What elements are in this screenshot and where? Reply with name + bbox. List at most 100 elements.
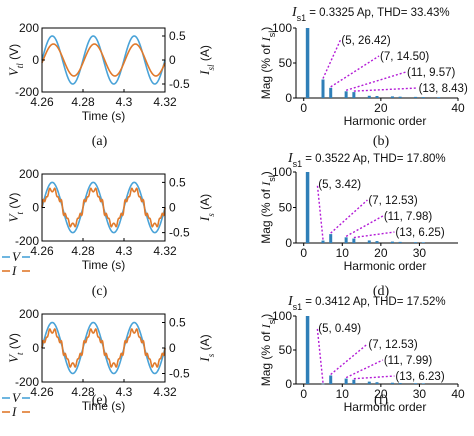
legend-item-voltage: V — [2, 390, 30, 405]
harmonic-bar-19 — [375, 382, 379, 384]
annotation-leader — [330, 199, 368, 234]
harmonic-bar-13 — [352, 238, 356, 243]
x-tick-label: 20 — [374, 387, 388, 401]
annotation-leader — [353, 231, 395, 239]
y-axis-right-label: Isl (A) — [197, 45, 216, 76]
y-tick-left-label: 200 — [19, 21, 39, 35]
annotation-label-h5: (5, 0.49) — [318, 323, 361, 335]
harmonic-bar-17 — [367, 240, 371, 243]
y-tick-right-label: 0.5 — [169, 316, 186, 330]
harmonic-bar-5 — [321, 383, 325, 385]
y-axis-left-label: Vtl (V) — [6, 44, 25, 76]
harmonic-bar-11 — [344, 378, 348, 384]
x-tick-label: 0 — [300, 246, 307, 260]
annotation-leader — [330, 55, 380, 88]
harmonic-bar-1 — [305, 172, 310, 243]
y-axis-label: Mag (% of Isl) — [259, 314, 277, 387]
y-tick-left-label: -200 — [15, 375, 39, 389]
x-tick-label: 40 — [451, 101, 465, 115]
x-tick-label: 4.3 — [116, 95, 133, 109]
y-tick-label: 50 — [279, 56, 293, 70]
x-tick-label: 4.28 — [71, 244, 95, 258]
annotation-leader — [316, 183, 324, 240]
annotation-label-h7: (7, 14.50) — [380, 51, 429, 63]
harmonic-bar-11 — [344, 91, 348, 98]
x-tick-label: 10 — [336, 246, 350, 260]
spectrum-panel-d: 0 10 20 30 0 50 100 Harmonic order Mag (% of Isl… — [259, 151, 458, 299]
panel-caption: (d) — [373, 284, 390, 299]
current-series-line — [41, 187, 166, 228]
y-tick-left-label: 200 — [19, 167, 39, 181]
harmonic-bar-23 — [390, 241, 394, 243]
harmonic-bar-7 — [329, 234, 333, 243]
panel-header: Is1 = 0.3522 Ap, THD= 17.80% — [287, 151, 446, 169]
y-tick-right-label: 0 — [169, 341, 176, 355]
harmonic-bar-31 — [421, 97, 425, 98]
harmonic-bar-31 — [421, 242, 425, 243]
harmonic-bar-17 — [367, 381, 371, 384]
y-tick-label: 100 — [272, 21, 292, 35]
harmonic-bar-23 — [390, 382, 394, 384]
annotation-label-h13: (13, 6.23) — [395, 371, 444, 383]
y-tick-label: 0 — [285, 377, 292, 391]
time-panel-e: 4.26 4.28 4.3 4.32 200 0 -200 0.5 0 -0.5 Time (s) V… — [2, 307, 216, 419]
x-tick-label: 4.26 — [30, 244, 54, 258]
y-tick-right-label: 0 — [169, 201, 176, 215]
y-tick-label: 50 — [279, 201, 293, 215]
panel-header: Is1 = 0.3325 Ap, THD= 33.43% — [291, 5, 450, 23]
x-axis-label: Time (s) — [82, 109, 126, 123]
y-tick-right-label: -0.5 — [169, 366, 190, 380]
harmonic-bar-7 — [329, 375, 333, 384]
harmonic-bar-25 — [398, 241, 402, 243]
panel-header: Is1 = 0.3412 Ap, THD= 17.52% — [287, 294, 446, 312]
x-axis-label: Time (s) — [82, 258, 126, 272]
y-tick-left-label: 0 — [32, 201, 39, 215]
voltage-series-line — [41, 35, 166, 85]
annotation-leader — [353, 87, 418, 92]
harmonic-bar-7 — [329, 87, 333, 98]
harmonic-bar-25 — [398, 382, 402, 384]
legend-item-voltage: V — [2, 249, 30, 264]
y-tick-label: 100 — [272, 309, 292, 323]
x-tick-label: 0 — [300, 101, 307, 115]
harmonic-bar-1 — [305, 316, 310, 384]
x-axis-label: Harmonic order — [344, 259, 427, 273]
harmonic-bar-29 — [414, 242, 418, 243]
harmonic-bar-31 — [421, 383, 425, 384]
y-tick-label: 0 — [285, 91, 292, 105]
annotation-label-h11: (11, 9.57) — [407, 67, 456, 79]
annotation-leader — [345, 71, 407, 91]
y-tick-right-label: 0 — [169, 53, 176, 67]
x-tick-label: 30 — [413, 246, 427, 260]
x-tick-label: 0 — [300, 387, 307, 401]
y-tick-left-label: -200 — [15, 234, 39, 248]
y-tick-label: 0 — [285, 236, 292, 250]
y-tick-right-label: 0.5 — [169, 175, 186, 189]
annotation-label-h13: (13, 6.25) — [395, 227, 444, 239]
panel-caption: (b) — [373, 134, 390, 149]
harmonic-bar-19 — [375, 241, 379, 243]
harmonic-bar-5 — [321, 240, 325, 243]
x-axis-label: Time (s) — [82, 399, 126, 413]
annotation-leader — [316, 327, 324, 383]
x-tick-label: 20 — [374, 246, 388, 260]
legend-label: V — [12, 249, 22, 264]
harmonic-bar-19 — [375, 96, 379, 98]
annotation-label-h7: (7, 12.53) — [368, 339, 417, 351]
legend-label: I — [11, 263, 17, 278]
y-tick-right-label: -0.5 — [169, 77, 190, 91]
legend-item-current: I — [2, 404, 30, 419]
y-tick-label: 100 — [272, 165, 292, 179]
x-tick-label: 4.3 — [116, 385, 133, 399]
annotation-label-h13: (13, 8.43) — [419, 83, 468, 95]
harmonic-bar-35 — [437, 97, 441, 98]
x-axis-label: Harmonic order — [344, 400, 427, 414]
y-axis-right-label: Is (A) — [197, 194, 216, 222]
harmonic-bar-11 — [344, 237, 348, 243]
harmonic-bar-1 — [305, 28, 310, 98]
legend-item-current: I — [2, 263, 30, 278]
harmonic-bar-13 — [352, 92, 356, 98]
harmonic-bar-29 — [414, 96, 418, 98]
harmonic-bar-23 — [390, 96, 394, 98]
annotation-label-h5: (5, 3.42) — [318, 179, 361, 191]
